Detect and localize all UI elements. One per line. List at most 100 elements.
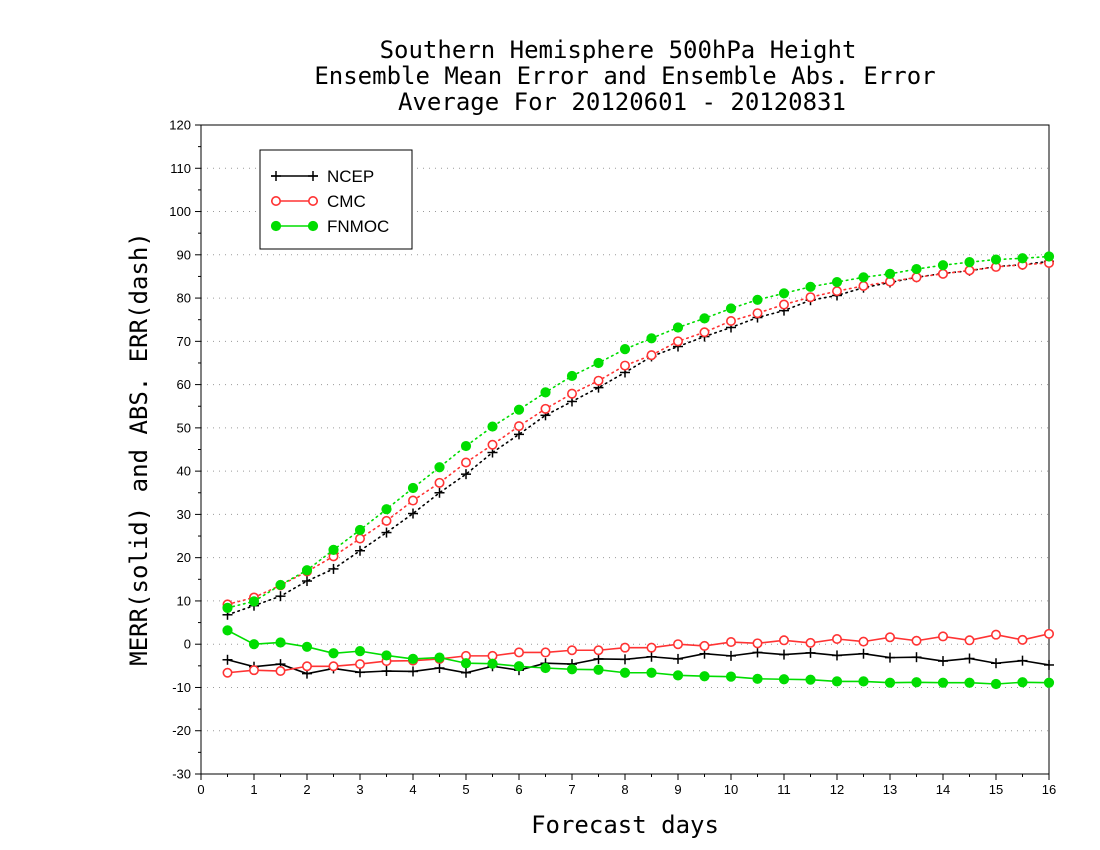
cmc-merr-point [699,640,710,651]
cmc-abserr-point [619,360,630,371]
x-tick-label: 8 [621,782,628,797]
cmc-abserr-point [672,336,683,347]
fnmoc-abserr-point [354,524,366,536]
fnmoc-abserr-point [328,544,339,555]
ncep-merr-point [832,650,842,661]
fnmoc-abserr-point [646,333,657,344]
chart-title: Southern Hemisphere 500hPa Height Ensemb… [314,36,935,116]
fnmoc-abserr-point [831,276,843,288]
cmc-abserr-point [911,272,922,283]
fnmoc-abserr-point [884,268,896,279]
fnmoc-abserr-point [434,462,445,473]
legend-label: NCEP [327,167,374,186]
fnmoc-abserr-point [248,596,260,607]
x-tick-label: 15 [989,782,1003,797]
ncep-abserr-point [355,545,365,556]
x-axis-title: Forecast days [531,811,719,839]
ncep-merr-point [646,651,657,662]
fnmoc-abserr-point [752,294,763,305]
cmc-merr-point [937,631,948,642]
legend-label: CMC [327,192,366,211]
ncep-abserr-line [226,260,1050,616]
fnmoc-abserr-point [407,482,419,494]
fnmoc-merr-point [858,676,869,687]
cmc-merr-point [990,629,1001,640]
y-tick-label: 100 [169,204,191,219]
cmc-merr-point [646,642,657,653]
cmc-abserr-point [540,403,551,414]
fnmoc-merr-point [672,670,684,681]
fnmoc-merr-point [752,673,763,684]
fnmoc-abserr-point [778,288,790,299]
fnmoc-merr-point [328,648,339,659]
y-tick-label: 60 [177,377,191,392]
cmc-merr-line [227,633,1050,674]
cmc-abserr-point [858,280,869,291]
fnmoc-abserr-line [226,255,1050,609]
fnmoc-abserr-point [487,421,498,432]
cmc-abserr-point [593,375,604,386]
cmc-merr-point [964,635,975,646]
fnmoc-merr-point [487,658,498,669]
fnmoc-merr-point [301,641,313,652]
cmc-abserr-point [778,299,789,310]
fnmoc-abserr-point [1017,253,1028,264]
fnmoc-merr-point [354,646,366,657]
ncep-merr-point [779,649,789,660]
ncep-merr-point [938,656,948,667]
fnmoc-merr-point [646,667,657,678]
fnmoc-merr-point [275,637,286,648]
fnmoc-abserr-point [1043,251,1055,262]
fnmoc-merr-point [1017,677,1028,688]
cmc-abserr-point [831,286,842,297]
y-tick-label: -10 [172,680,191,695]
ncep-abserr-point [461,469,471,480]
cmc-merr-point [672,639,683,650]
y-tick-label: 40 [177,464,191,479]
y-tick-label: 50 [177,420,191,435]
fnmoc-abserr-point [222,602,233,613]
ncep-merr-point [1044,659,1054,670]
fnmoc-abserr-point [937,260,949,271]
x-tick-label: 0 [197,782,204,797]
fnmoc-merr-point [619,667,631,678]
fnmoc-merr-point [884,677,896,688]
ncep-abserr-point [302,576,312,587]
ncep-merr-point [991,658,1001,669]
cmc-abserr-line [226,262,1050,606]
y-tick-label: 110 [170,161,191,176]
ncep-merr-point [885,652,895,663]
fnmoc-merr-point [1043,677,1055,688]
series-ncep [222,256,1054,679]
cmc-abserr-point [805,292,816,303]
legend-marker-start [270,196,281,207]
cmc-merr-point [301,661,312,672]
fnmoc-abserr-point [699,313,710,324]
ncep-merr-point [620,654,630,665]
legend-item-cmc: CMC [270,192,366,211]
x-tick-label: 13 [883,782,897,797]
legend-marker-start [270,220,282,232]
title-line-3: Average For 20120601 - 20120831 [398,88,846,116]
x-tick-label: 11 [777,782,791,797]
ncep-merr-point [805,647,816,658]
cmc-abserr-point [407,495,418,506]
cmc-abserr-point [513,421,524,432]
fnmoc-merr-point [593,664,604,675]
ncep-merr-point [434,662,445,673]
cmc-abserr-point [752,308,763,319]
cmc-abserr-point [566,388,577,399]
fnmoc-abserr-point [805,281,816,292]
ncep-abserr-point [434,487,445,498]
legend-marker-end [307,220,319,232]
y-tick-label: 30 [177,507,191,522]
legend-box [259,149,413,250]
cmc-abserr-point [354,533,365,544]
fnmoc-abserr-point [619,344,631,355]
fnmoc-abserr-point [990,254,1002,265]
cmc-merr-point [619,642,630,653]
cmc-abserr-point [964,265,975,276]
y-tick-label: 10 [177,593,191,608]
cmc-merr-point [249,665,260,676]
